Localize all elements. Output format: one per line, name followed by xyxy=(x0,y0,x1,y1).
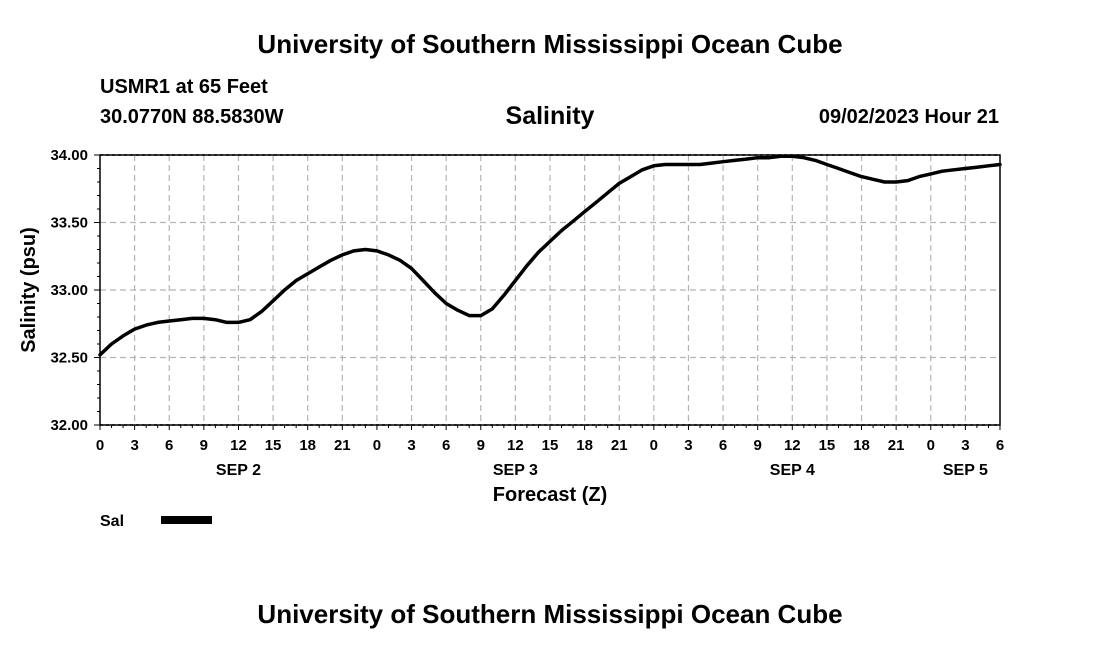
station-label: USMR1 at 65 Feet xyxy=(100,76,268,98)
x-tick-label: 6 xyxy=(719,437,727,454)
bottom-title: University of Southern Mississippi Ocean… xyxy=(257,599,843,629)
y-axis-label: Salinity (psu) xyxy=(18,227,40,353)
legend-label: Sal xyxy=(100,513,124,530)
coordinates-label: 30.0770N 88.5830W xyxy=(100,106,284,128)
x-tick-label: 18 xyxy=(576,437,593,454)
x-tick-label: 6 xyxy=(996,437,1004,454)
x-tick-label: 21 xyxy=(888,437,905,454)
x-tick-label: 0 xyxy=(373,437,381,454)
legend-swatch-sal xyxy=(161,516,212,524)
y-tick-label: 33.50 xyxy=(50,215,88,232)
x-tick-label: 9 xyxy=(754,437,762,454)
x-tick-label: 6 xyxy=(442,437,450,454)
datetime-label: 09/02/2023 Hour 21 xyxy=(818,106,999,128)
x-tick-label: 12 xyxy=(507,437,524,454)
series-line-sal xyxy=(98,154,1002,357)
day-label: SEP 2 xyxy=(216,462,261,479)
axis-ticks: 0 3 6 9 12 15 18 21 0 3 6 9 12 15 18 21 0 3 6 9 12 15 18 21 0 3 6 3… xyxy=(50,147,1004,479)
x-tick-label: 21 xyxy=(611,437,628,454)
x-tick-label: 0 xyxy=(927,437,935,454)
x-tick-label: 15 xyxy=(265,437,282,454)
x-tick-label: 15 xyxy=(819,437,836,454)
x-tick-label: 3 xyxy=(684,437,692,454)
day-label: SEP 3 xyxy=(493,462,538,479)
x-tick-label: 15 xyxy=(542,437,559,454)
x-tick-label: 3 xyxy=(407,437,415,454)
day-label: SEP 4 xyxy=(770,462,815,479)
top-title: University of Southern Mississippi Ocean… xyxy=(257,29,843,59)
x-axis-label: Forecast (Z) xyxy=(493,484,607,506)
x-tick-label: 18 xyxy=(853,437,870,454)
x-tick-label: 0 xyxy=(650,437,658,454)
y-tick-label: 32.00 xyxy=(50,417,88,434)
x-tick-label: 6 xyxy=(165,437,173,454)
y-tick-label: 34.00 xyxy=(50,147,88,164)
y-tick-label: 33.00 xyxy=(50,282,88,299)
y-tick-label: 32.50 xyxy=(50,350,88,367)
x-tick-label: 9 xyxy=(200,437,208,454)
x-tick-label: 9 xyxy=(477,437,485,454)
grid xyxy=(100,154,1000,426)
x-tick-label: 3 xyxy=(961,437,969,454)
x-tick-label: 3 xyxy=(130,437,138,454)
x-tick-label: 18 xyxy=(299,437,316,454)
x-tick-label: 21 xyxy=(334,437,351,454)
x-tick-label: 12 xyxy=(230,437,247,454)
chart-title: Salinity xyxy=(506,102,595,130)
plot-frame xyxy=(99,154,1001,426)
day-label: SEP 5 xyxy=(943,462,988,479)
series-layer xyxy=(98,154,1002,357)
x-tick-label: 12 xyxy=(784,437,801,454)
x-tick-label: 0 xyxy=(96,437,104,454)
